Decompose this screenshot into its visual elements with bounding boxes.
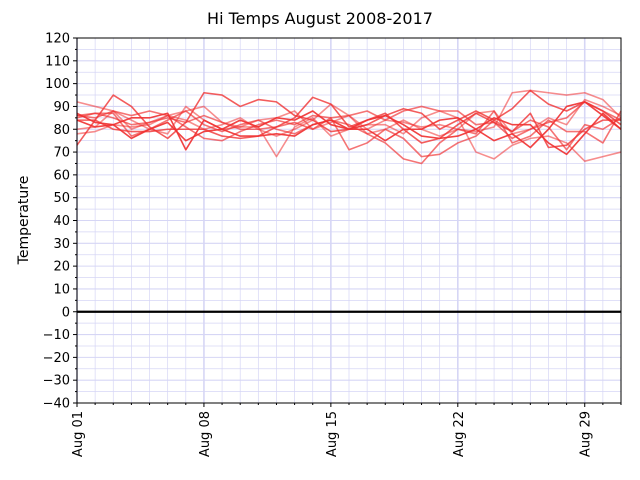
x-tick-label: Aug 29 (579, 411, 594, 457)
y-tick-label: −20 (43, 351, 70, 366)
x-tick-label: Aug 15 (325, 411, 340, 457)
x-tick-label: Aug 01 (71, 411, 86, 457)
x-tick-label: Aug 08 (198, 411, 213, 457)
y-tick-label: 0 (62, 305, 70, 320)
y-tick-label: 10 (53, 282, 70, 297)
series-line-7 (77, 96, 621, 149)
y-tick-label: 90 (53, 100, 70, 115)
y-axis: −40 −30 −20 −10 0 10 20 30 40 50 60 70 80 90 100 110 120 (43, 32, 77, 412)
y-tick-label: −40 (43, 397, 70, 412)
y-tick-label: 70 (53, 146, 70, 161)
series-lines (76, 89, 622, 165)
y-tick-label: 40 (53, 214, 70, 229)
y-axis-label: Temperature (16, 176, 32, 266)
y-tick-label: 60 (53, 168, 70, 183)
y-tick-label: 30 (53, 237, 70, 252)
series-line-8 (76, 112, 622, 156)
y-tick-label: −30 (43, 374, 70, 389)
y-tick-label: 50 (53, 191, 70, 206)
y-tick-label: 20 (53, 260, 70, 275)
chart-title: Hi Temps August 2008-2017 (207, 9, 433, 28)
series-line-2 (76, 110, 622, 165)
x-tick-label: Aug 22 (452, 411, 467, 457)
series-line-10 (76, 101, 622, 140)
y-tick-label: −10 (43, 328, 70, 343)
y-tick-label: 120 (45, 32, 70, 47)
y-tick-label: 100 (45, 77, 70, 92)
y-tick-label: 110 (45, 54, 70, 69)
y-tick-label: 80 (53, 123, 70, 138)
x-axis: Aug 01 Aug 08 Aug 15 Aug 22 Aug 29 (71, 403, 622, 457)
